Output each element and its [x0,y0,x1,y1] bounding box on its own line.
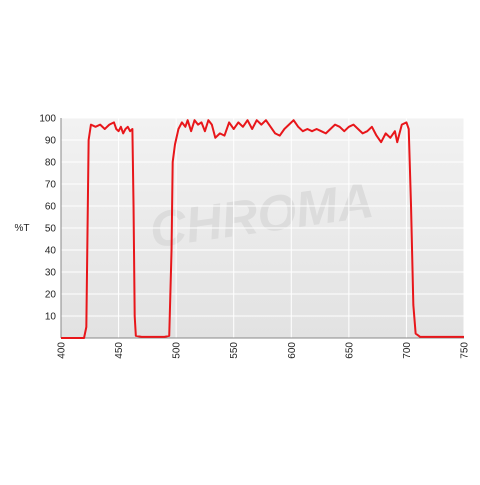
x-tick-label: 600 [287,342,298,359]
x-tick-label: 700 [402,342,413,359]
y-tick-label: 50 [45,224,57,235]
y-tick-label: 30 [45,268,57,279]
x-tick-label: 500 [172,342,183,359]
x-tick-label: 550 [229,342,240,359]
y-tick-label: 10 [45,312,57,323]
y-tick-label: 90 [45,136,57,147]
y-tick-label: 70 [45,180,57,191]
x-tick-label: 650 [344,342,355,359]
y-tick-label: 80 [45,158,57,169]
y-axis-label: %T [15,223,30,234]
y-tick-label: 20 [45,290,57,301]
y-tick-label: 40 [45,246,57,257]
y-tick-label: 60 [45,202,57,213]
spectrum-line [61,119,464,339]
x-tick-label: 450 [114,342,125,359]
x-tick-label: 400 [57,342,68,359]
x-tick-label: 750 [460,342,471,359]
y-tick-label: 100 [39,114,56,125]
